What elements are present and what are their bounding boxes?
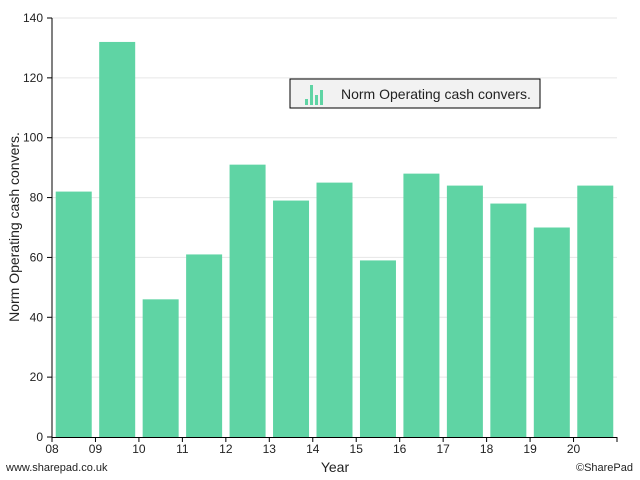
x-tick-label: 18 bbox=[480, 442, 494, 456]
bar bbox=[229, 164, 266, 437]
x-tick-label: 08 bbox=[45, 442, 59, 456]
x-tick-label: 14 bbox=[306, 442, 320, 456]
bar bbox=[446, 185, 483, 437]
footer-left: www.sharepad.co.uk bbox=[5, 462, 108, 474]
x-tick-labels: 08 09 10 11 12 13 14 15 16 17 18 19 20 bbox=[45, 442, 580, 456]
bar bbox=[577, 185, 614, 437]
bar bbox=[273, 200, 310, 437]
legend: Norm Operating cash convers. bbox=[289, 78, 541, 109]
y-tick-label: 100 bbox=[23, 131, 43, 145]
axes bbox=[47, 17, 618, 442]
x-tick-label: 16 bbox=[393, 442, 407, 456]
y-tick-label: 60 bbox=[30, 250, 44, 264]
x-tick-label: 20 bbox=[567, 442, 581, 456]
x-tick-label: 15 bbox=[350, 442, 364, 456]
bar-chart-icon bbox=[305, 85, 323, 105]
y-tick-label: 140 bbox=[23, 11, 43, 25]
x-tick-label: 09 bbox=[89, 442, 103, 456]
bars bbox=[55, 41, 614, 437]
y-tick-label: 20 bbox=[30, 370, 44, 384]
x-tick-label: 10 bbox=[132, 442, 146, 456]
x-tick-label: 11 bbox=[176, 442, 189, 456]
x-axis-title: Year bbox=[321, 459, 350, 475]
x-tick-label: 19 bbox=[523, 442, 537, 456]
legend-box bbox=[289, 78, 541, 109]
x-tick-label: 17 bbox=[436, 442, 450, 456]
bar bbox=[490, 203, 527, 437]
bar bbox=[403, 173, 440, 437]
x-tick-label: 12 bbox=[219, 442, 233, 456]
y-axis-title: Norm Operating cash convers. bbox=[6, 132, 22, 322]
y-tick-label: 0 bbox=[36, 430, 43, 444]
y-tick-label: 120 bbox=[23, 71, 43, 85]
x-tick-label: 13 bbox=[263, 442, 277, 456]
legend-label: Norm Operating cash convers. bbox=[341, 86, 531, 102]
bar bbox=[533, 227, 570, 437]
y-tick-label: 80 bbox=[30, 191, 44, 205]
bar bbox=[99, 41, 136, 437]
bar bbox=[186, 254, 223, 437]
bar bbox=[142, 299, 179, 437]
footer-right: ©SharePad bbox=[576, 462, 633, 474]
bar bbox=[316, 182, 353, 437]
y-tick-label: 40 bbox=[30, 310, 44, 324]
bar bbox=[55, 191, 92, 437]
y-tick-labels: 0 20 40 60 80 100 120 140 bbox=[23, 11, 43, 444]
bar bbox=[359, 260, 396, 437]
